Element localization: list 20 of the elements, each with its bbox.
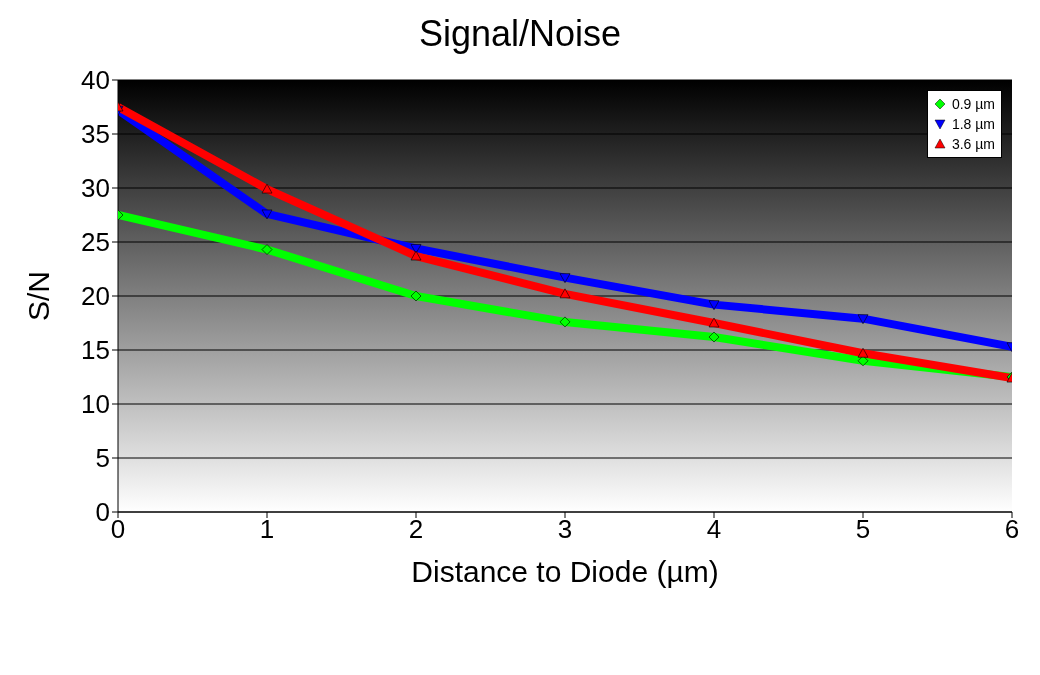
chart-title: Signal/Noise [417,12,623,56]
y-tick-label: 35 [81,119,110,150]
x-tick-label: 4 [706,514,722,545]
y-tick-label: 10 [81,389,110,420]
y-tick-label: 30 [81,173,110,204]
y-axis-title: S/N [21,270,55,322]
x-tick-label: 1 [259,514,275,545]
y-tick-label: 20 [81,281,110,312]
legend-label: 3.6 µm [951,135,995,154]
x-tick-label: 5 [855,514,871,545]
x-tick-label: 2 [408,514,424,545]
y-tick-label: 25 [81,227,110,258]
x-axis-title: Distance to Diode (µm) [411,555,719,588]
x-tick-label: 6 [1004,514,1020,545]
legend-label: 0.9 µm [951,95,995,114]
x-tick-label: 3 [557,514,573,545]
y-tick-label: 40 [81,65,110,96]
y-tick-label: 15 [81,335,110,366]
y-tick-label: 5 [95,443,110,474]
legend-label: 1.8 µm [951,115,995,134]
